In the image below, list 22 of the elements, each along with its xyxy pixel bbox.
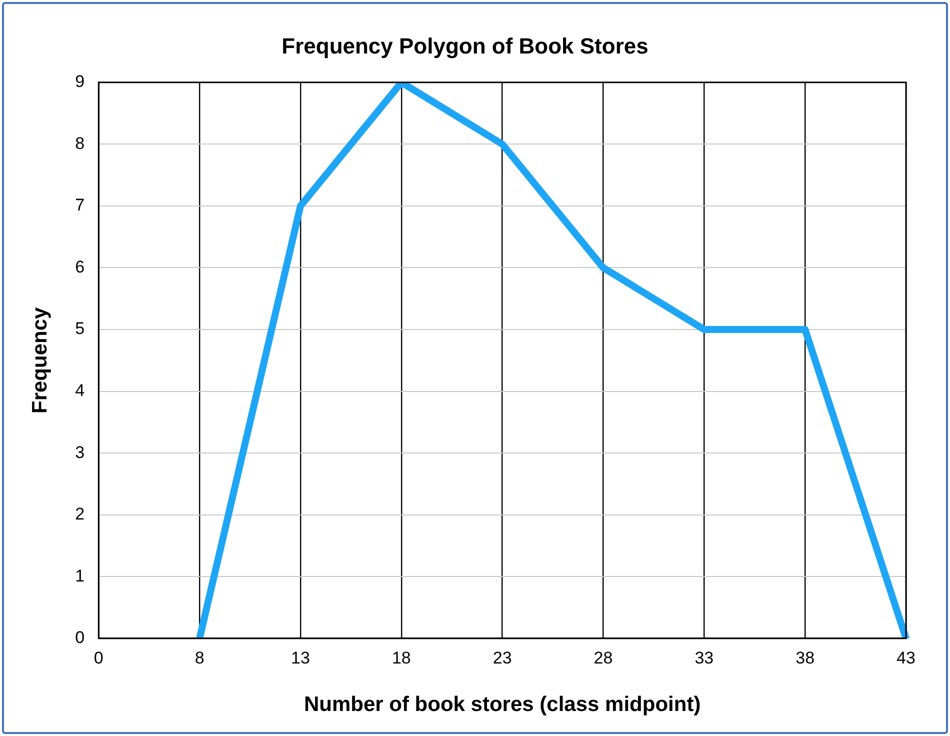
x-tick-label: 43 xyxy=(896,648,916,668)
y-tick-label: 9 xyxy=(75,72,85,92)
y-tick-label: 2 xyxy=(75,504,85,524)
x-tick-label: 23 xyxy=(492,648,512,668)
y-tick-label: 4 xyxy=(75,380,85,400)
x-tick-label: 28 xyxy=(594,648,613,668)
y-tick-label: 0 xyxy=(75,628,85,648)
y-tick-label: 6 xyxy=(75,257,85,276)
x-tick-label: 33 xyxy=(694,648,714,668)
x-axis-title: Number of book stores (class midpoint) xyxy=(304,693,701,716)
y-tick-label: 8 xyxy=(75,134,85,153)
x-tick-label: 13 xyxy=(291,648,310,668)
y-axis-title: Frequency xyxy=(28,306,52,414)
y-tick-label: 1 xyxy=(75,566,85,586)
chart-title: Frequency Polygon of Book Stores xyxy=(282,33,648,58)
y-tick-label: 5 xyxy=(75,319,85,338)
y-tick-label: 3 xyxy=(75,442,85,462)
x-tick-label: 0 xyxy=(94,648,104,668)
x-tick-label: 8 xyxy=(194,648,204,668)
x-tick-label: 18 xyxy=(392,648,411,668)
x-tick-label: 38 xyxy=(796,648,815,668)
y-tick-label: 7 xyxy=(75,196,85,215)
